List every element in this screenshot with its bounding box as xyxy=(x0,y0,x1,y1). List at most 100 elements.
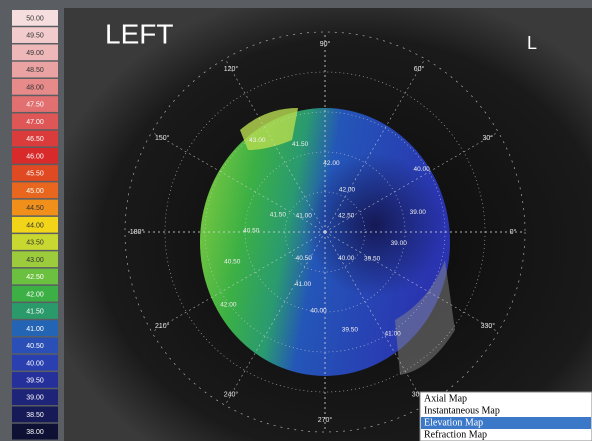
map-value: 42.50 xyxy=(338,213,355,220)
scale-label: 45.50 xyxy=(26,171,44,178)
menu-item[interactable]: Instantaneous Map xyxy=(424,405,500,416)
map-value: 39.50 xyxy=(364,256,381,263)
scale-label: 42.50 xyxy=(26,274,44,281)
map-value: 40.50 xyxy=(243,227,260,234)
scale-swatch xyxy=(12,27,58,43)
scale-label: 40.50 xyxy=(26,343,44,350)
angle-label: 60° xyxy=(414,65,425,73)
scale-swatch xyxy=(12,354,58,371)
map-value: 39.00 xyxy=(391,240,408,247)
flat-zone xyxy=(305,153,445,297)
scale-label: 48.50 xyxy=(26,67,44,74)
scale-label: 38.50 xyxy=(26,412,44,419)
scale-label: 42.00 xyxy=(26,291,44,298)
scale-swatch xyxy=(12,44,58,61)
scale-swatch xyxy=(12,130,58,147)
map-value: 39.00 xyxy=(410,209,427,216)
scale-label: 47.50 xyxy=(26,102,44,109)
scale-swatch xyxy=(12,147,58,164)
grid-spoke xyxy=(324,131,499,233)
polar-grid xyxy=(124,31,526,433)
map-value: 40.00 xyxy=(338,255,355,262)
map-value: 42.00 xyxy=(323,160,340,167)
scale-swatch xyxy=(12,337,58,354)
menu-item[interactable]: Axial Map xyxy=(424,393,467,404)
scale-swatch xyxy=(12,113,58,130)
menu-item[interactable]: Elevation Map xyxy=(424,417,483,428)
scale-swatch xyxy=(12,268,58,285)
scale-swatch xyxy=(12,182,58,199)
scale-swatch xyxy=(12,303,58,319)
scale-label: 45.00 xyxy=(26,188,44,195)
scale-swatch xyxy=(12,96,58,112)
scale-swatch xyxy=(12,165,58,181)
scale-swatch xyxy=(12,285,58,302)
angle-label: 330° xyxy=(481,322,496,330)
scale-label: 49.50 xyxy=(26,33,44,40)
scale-swatch xyxy=(12,234,58,250)
grid-ring xyxy=(124,31,526,433)
angle-label: 30° xyxy=(483,134,494,142)
grid-spoke xyxy=(324,58,426,233)
scale-label: 38.00 xyxy=(26,429,44,436)
angle-label: 120° xyxy=(224,65,239,73)
angle-label: 150° xyxy=(155,134,170,142)
eye-letter: L xyxy=(527,33,537,53)
scale-label: 46.50 xyxy=(26,136,44,143)
angle-label: 270° xyxy=(318,416,333,424)
scale-swatch xyxy=(12,216,58,233)
scale-label: 43.50 xyxy=(26,240,44,247)
map-value: 41.50 xyxy=(270,212,287,219)
grid-spoke xyxy=(224,231,326,406)
scale-label: 48.00 xyxy=(26,84,44,91)
steep-zone xyxy=(240,108,298,150)
grid-spoke xyxy=(151,231,326,333)
scale-swatch xyxy=(12,78,58,95)
scale-label: 47.00 xyxy=(26,119,44,126)
map-value: 40.50 xyxy=(224,259,241,266)
scale-label: 41.50 xyxy=(26,309,44,316)
menu-box xyxy=(419,391,592,441)
lid-shadow xyxy=(395,260,455,375)
grid-spoke xyxy=(151,131,326,233)
scale-label: 46.00 xyxy=(26,153,44,160)
scale-swatch xyxy=(12,10,58,26)
scale-label: 50.00 xyxy=(26,15,44,22)
scale-label: 43.00 xyxy=(26,257,44,264)
grid-spoke xyxy=(324,231,426,406)
scale-swatch xyxy=(12,320,58,337)
map-value: 39.50 xyxy=(342,326,359,333)
map-value: 42.00 xyxy=(339,187,356,194)
scale-label: 40.00 xyxy=(26,360,44,367)
map-value: 40.00 xyxy=(310,307,327,314)
angle-label: 180° xyxy=(130,228,145,236)
scale-label: 44.50 xyxy=(26,205,44,212)
scale-swatch xyxy=(12,61,58,78)
angle-label: 240° xyxy=(224,391,239,399)
map-labels: 0° 30° 60° 90° 120° 150° 180° 210° 240° 270° 300° 3… xyxy=(130,40,517,424)
scale-label: 41.00 xyxy=(26,326,44,333)
scale-label: 44.00 xyxy=(26,222,44,229)
map-value: 42.00 xyxy=(220,301,237,308)
menu-item[interactable]: Refraction Map xyxy=(424,429,487,440)
map-value: 41.00 xyxy=(295,281,312,288)
scale-swatch xyxy=(12,199,58,216)
map-value: 43.00 xyxy=(249,137,266,144)
angle-label: 90° xyxy=(320,40,331,48)
map-value: 40.00 xyxy=(414,166,431,173)
map-value: 41.00 xyxy=(296,213,313,220)
angle-label: 0° xyxy=(510,228,517,236)
map-value: 40.50 xyxy=(296,255,313,262)
color-scale: 50.00 49.50 49.00 48.50 48.00 47.50 47.00 46.50… xyxy=(12,10,58,440)
angle-label: 300° xyxy=(412,391,427,399)
grid-spoke xyxy=(324,231,499,333)
map-value: 41.50 xyxy=(292,141,309,148)
grid-spoke xyxy=(224,58,326,233)
scale-label: 39.00 xyxy=(26,395,44,402)
scale-swatch xyxy=(12,406,58,423)
scale-swatch xyxy=(12,423,58,440)
scale-swatch xyxy=(12,251,58,268)
map-value: 41.00 xyxy=(385,330,402,337)
